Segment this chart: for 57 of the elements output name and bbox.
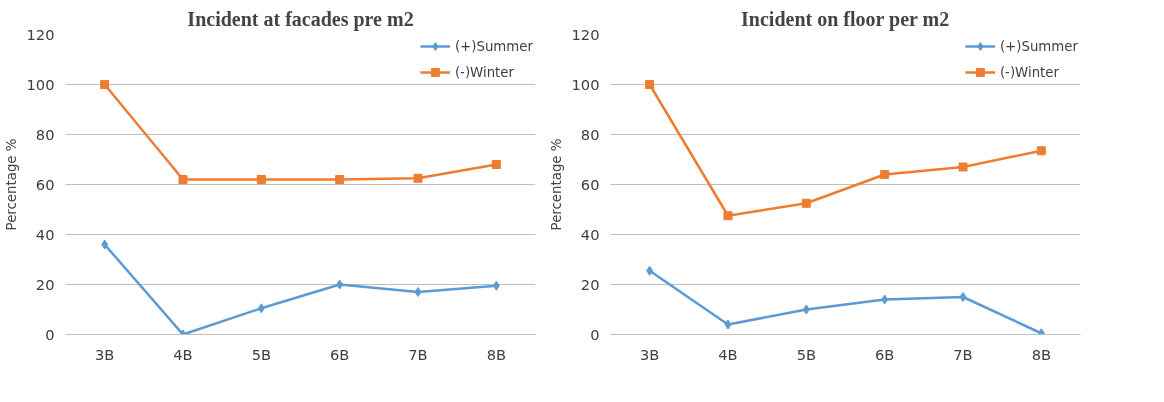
y-tick-label: 80 xyxy=(35,125,55,143)
point xyxy=(413,173,423,183)
point xyxy=(724,319,732,330)
y-tick-label: 120 xyxy=(26,25,55,43)
x-tick-label: 4B xyxy=(718,345,738,363)
y-tick-label: 60 xyxy=(35,175,55,193)
y-tick-label: 20 xyxy=(580,275,600,293)
x-tick-label: 6B xyxy=(329,345,350,363)
point xyxy=(802,304,810,315)
point xyxy=(414,287,422,297)
y-tick-label: 40 xyxy=(580,225,600,243)
point xyxy=(101,239,109,250)
point xyxy=(881,294,889,305)
legend-label: (+)Summer xyxy=(999,38,1078,54)
legend-label: (-)Winter xyxy=(999,64,1060,80)
x-tick-label: 8B xyxy=(1031,345,1052,363)
y-tick-label: 0 xyxy=(45,325,55,343)
point xyxy=(256,175,266,184)
x-tick-label: 7B xyxy=(953,345,973,363)
y-axis-title: Percentage % xyxy=(548,138,564,231)
point xyxy=(801,198,811,208)
chart-title: Incident on floor per m2 xyxy=(741,7,950,31)
point xyxy=(336,279,344,290)
point xyxy=(335,175,345,184)
x-tick-label: 3B xyxy=(639,345,660,363)
point xyxy=(645,80,655,89)
y-axis-title: Percentage % xyxy=(3,138,19,231)
point xyxy=(1036,146,1046,156)
legend-label: (-)Winter xyxy=(454,64,515,80)
legend-label: (+)Summer xyxy=(454,38,533,54)
y-tick-label: 100 xyxy=(26,75,55,93)
x-tick-label: 5B xyxy=(251,345,272,363)
point xyxy=(958,162,968,172)
y-tick-label: 120 xyxy=(571,25,600,43)
y-tick-label: 0 xyxy=(590,325,600,343)
x-tick-label: 4B xyxy=(173,345,193,363)
point xyxy=(100,80,110,89)
point xyxy=(646,265,654,276)
y-tick-label: 80 xyxy=(580,125,600,143)
y-tick-label: 100 xyxy=(571,75,600,93)
point xyxy=(257,303,265,314)
x-tick-label: 7B xyxy=(408,345,428,363)
point xyxy=(492,280,500,291)
x-tick-label: 5B xyxy=(796,345,817,363)
chart-title: Incident at facades pre m2 xyxy=(187,7,414,31)
point xyxy=(491,160,501,169)
x-tick-label: 3B xyxy=(94,345,115,363)
point xyxy=(1037,328,1045,335)
point xyxy=(880,170,890,179)
y-tick-label: 40 xyxy=(35,225,55,243)
y-tick-label: 60 xyxy=(580,175,600,193)
point xyxy=(178,175,188,184)
x-tick-label: 6B xyxy=(874,345,895,363)
point xyxy=(723,211,733,221)
y-tick-label: 20 xyxy=(35,275,55,293)
x-tick-label: 8B xyxy=(486,345,507,363)
point xyxy=(959,292,967,302)
